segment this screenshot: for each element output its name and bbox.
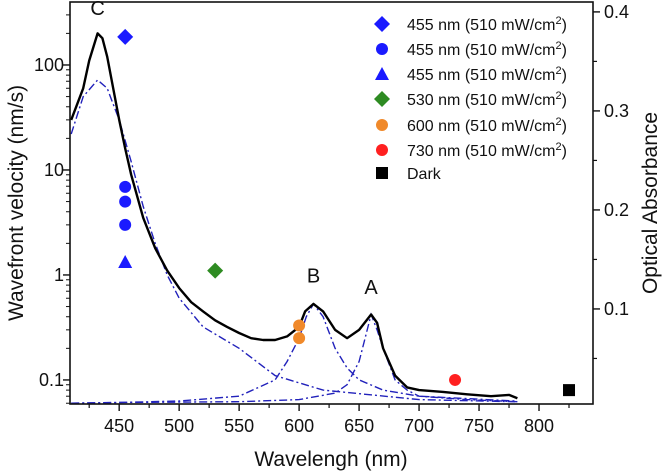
- y-tick-label: 10: [44, 160, 64, 180]
- peak-label: C: [90, 0, 104, 20]
- legend-marker-circle: [376, 43, 388, 55]
- series-group: [70, 32, 518, 404]
- y2-axis-label: Optical Absorbance: [639, 112, 662, 294]
- plot-frame: [69, 1, 594, 405]
- data-point-diamond: [207, 262, 224, 279]
- fit-curve-fit-a: [71, 312, 518, 404]
- legend-label: 530 nm (510 mW/cm2): [407, 90, 567, 109]
- x-tick-label: 650: [344, 416, 374, 436]
- data-point-circle: [119, 195, 132, 208]
- legend-marker-circle: [376, 144, 388, 156]
- data-point-circle: [119, 180, 132, 193]
- legend-item: 530 nm (510 mW/cm2): [374, 90, 567, 109]
- legend-marker-diamond: [374, 91, 390, 107]
- legend: 455 nm (510 mW/cm2) 455 nm (510 mW/cm2) 45…: [374, 15, 567, 183]
- data-point-circle: [293, 332, 306, 345]
- data-point-circle: [119, 218, 132, 231]
- legend-item: 455 nm (510 mW/cm2): [376, 40, 567, 59]
- data-point-triangle: [118, 254, 133, 268]
- y-tick-label: 100: [34, 55, 64, 75]
- x-tick-label: 450: [104, 416, 134, 436]
- legend-label: Dark: [407, 166, 442, 183]
- legend-label: 600 nm (510 mW/cm2): [407, 116, 567, 135]
- y-tick-label: 0.1: [39, 370, 64, 390]
- legend-item: 455 nm (510 mW/cm2): [375, 65, 567, 84]
- y2-tick-label: 0.3: [604, 101, 629, 121]
- legend-marker-circle: [376, 119, 388, 131]
- y2-tick-label: 0.1: [604, 299, 629, 319]
- x-tick-label: 700: [404, 416, 434, 436]
- y2-tick-label: 0.4: [604, 2, 629, 22]
- y-tick-label: 1: [54, 265, 64, 285]
- x-tick-label: 500: [164, 416, 194, 436]
- y2-tick-label: 0.2: [604, 200, 629, 220]
- absorbance-curve: [70, 32, 518, 400]
- y-axis-label: Wavefront velocity (nm/s): [5, 85, 28, 321]
- legend-label: 455 nm (510 mW/cm2): [407, 65, 567, 84]
- peak-label: B: [307, 265, 320, 287]
- axes-layer: 450 500 550 600 650 700 750 800 0.1 1 10 100 0.1 0.2 0…: [34, 2, 629, 436]
- data-point-diamond: [117, 28, 134, 45]
- legend-item: 455 nm (510 mW/cm2): [374, 15, 567, 34]
- legend-item: Dark: [376, 166, 442, 183]
- legend-label: 730 nm (510 mW/cm2): [407, 141, 567, 160]
- legend-label: 455 nm (510 mW/cm2): [407, 40, 567, 59]
- legend-marker-triangle: [375, 67, 389, 80]
- legend-item: 600 nm (510 mW/cm2): [376, 116, 567, 135]
- legend-marker-square: [376, 167, 388, 179]
- data-point-circle: [449, 373, 462, 386]
- fit-curve-fit-c: [70, 79, 516, 403]
- plot-layer: C B A: [70, 0, 576, 404]
- legend-label: 455 nm (510 mW/cm2): [407, 15, 567, 34]
- x-tick-label: 750: [464, 416, 494, 436]
- x-tick-label: 550: [224, 416, 254, 436]
- x-tick-label: 600: [284, 416, 314, 436]
- data-point-square: [563, 384, 576, 397]
- data-point-circle: [293, 319, 306, 332]
- x-axis-label: Wavelengh (nm): [254, 448, 407, 471]
- fit-curve-fit-b: [71, 302, 516, 404]
- legend-marker-diamond: [374, 16, 390, 32]
- peak-label: A: [364, 277, 378, 299]
- x-tick-label: 800: [524, 416, 554, 436]
- legend-item: 730 nm (510 mW/cm2): [376, 141, 567, 160]
